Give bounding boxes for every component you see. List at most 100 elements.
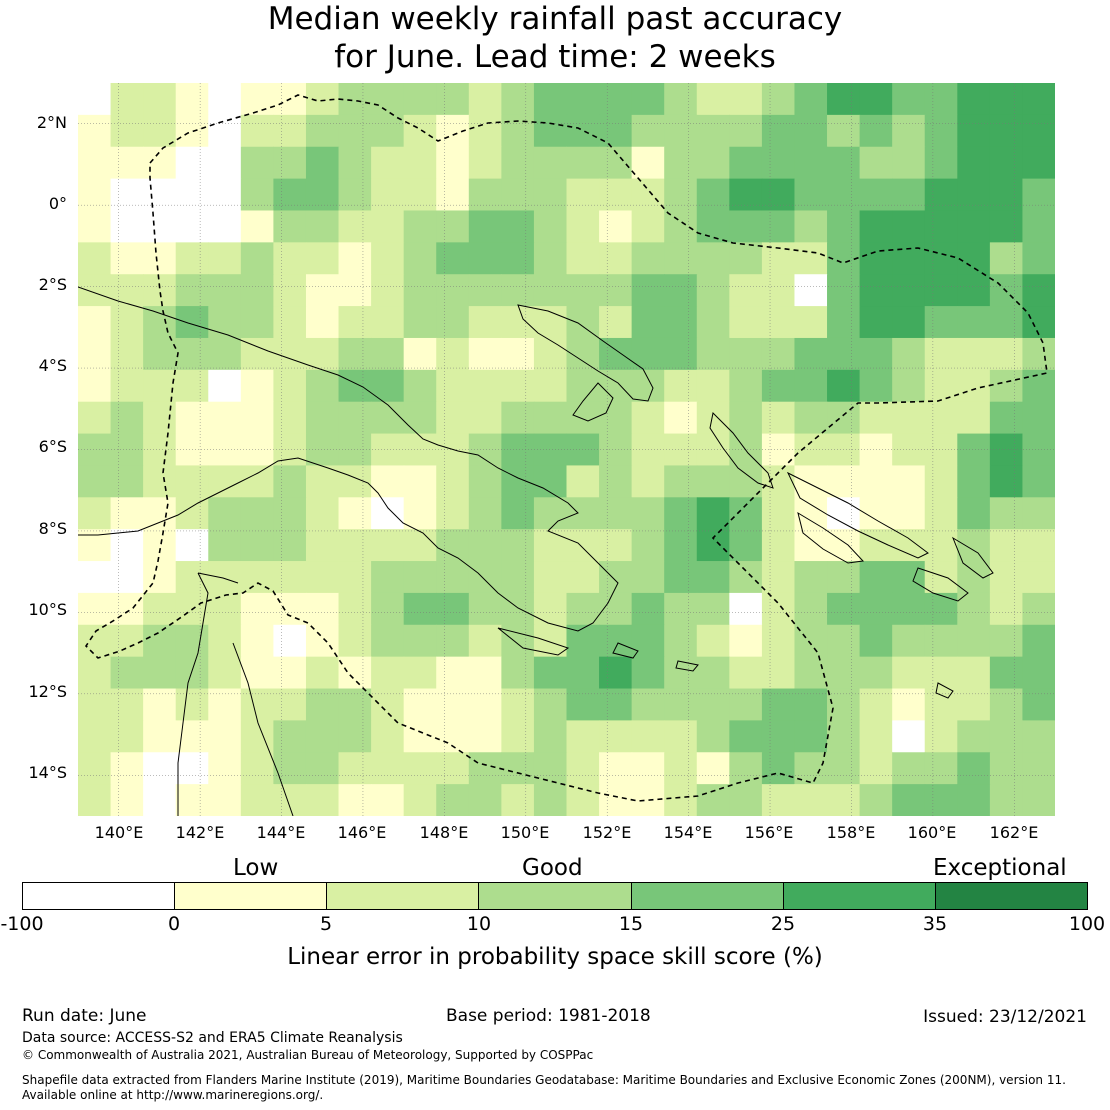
grid-cell bbox=[273, 369, 307, 403]
grid-cell bbox=[729, 624, 763, 658]
grid-cell bbox=[859, 752, 893, 785]
grid-cell bbox=[989, 624, 1024, 658]
solomon-islands-coastline bbox=[786, 471, 994, 602]
grid-cell bbox=[989, 210, 1024, 243]
grid-cell bbox=[338, 720, 372, 753]
grid-cell bbox=[761, 401, 796, 435]
grid-cell bbox=[78, 242, 112, 275]
grid-cell bbox=[468, 146, 502, 180]
grid-cell bbox=[110, 83, 144, 116]
grid-cell bbox=[468, 369, 502, 403]
grid-cell bbox=[989, 720, 1024, 753]
grid-cell bbox=[631, 465, 665, 498]
colorbar-tick: 100 bbox=[1068, 913, 1106, 935]
grid-cell bbox=[436, 369, 470, 403]
grid-cell bbox=[924, 497, 958, 530]
grid-cell bbox=[338, 752, 372, 785]
grid-cell bbox=[794, 592, 828, 626]
grid-cell bbox=[533, 624, 568, 658]
grid-cell bbox=[859, 784, 893, 816]
grid-cell bbox=[794, 561, 828, 594]
grid-cell bbox=[273, 624, 307, 658]
grid-cell bbox=[143, 178, 177, 212]
grid-cell bbox=[110, 369, 144, 403]
grid-cell bbox=[175, 114, 209, 148]
grid-cell bbox=[501, 401, 535, 435]
grid-cell bbox=[892, 369, 926, 403]
map-panel bbox=[78, 83, 1055, 816]
grid-cell bbox=[631, 497, 665, 530]
grid-cell bbox=[729, 752, 763, 785]
grid-cell bbox=[1022, 433, 1055, 467]
grid-cell bbox=[761, 146, 796, 180]
grid-cell bbox=[599, 242, 633, 275]
grid-cell bbox=[371, 306, 405, 339]
grid-cell bbox=[143, 210, 177, 243]
grid-cell bbox=[696, 146, 730, 180]
grid-cell bbox=[78, 465, 112, 498]
grid-cell bbox=[664, 688, 698, 721]
grid-cell bbox=[599, 624, 633, 658]
grid-cell bbox=[240, 178, 274, 212]
grid-cell bbox=[208, 592, 242, 626]
grid-cell bbox=[957, 656, 991, 690]
colorbar-segment-3 bbox=[327, 883, 480, 909]
grid-cell bbox=[761, 465, 796, 498]
grid-cell bbox=[371, 656, 405, 690]
grid-cell bbox=[533, 529, 568, 562]
grid-cell bbox=[78, 752, 112, 785]
grid-cell bbox=[78, 401, 112, 435]
grid-cell bbox=[371, 720, 405, 753]
grid-cell bbox=[631, 784, 665, 816]
grid-cell bbox=[989, 369, 1024, 403]
grid-cell bbox=[208, 274, 242, 307]
grid-cell bbox=[827, 433, 861, 467]
grid-cell bbox=[273, 306, 307, 339]
grid-cell bbox=[78, 561, 112, 594]
grid-cell bbox=[78, 720, 112, 753]
grid-cell bbox=[664, 274, 698, 307]
grid-cell bbox=[924, 720, 958, 753]
australia-cape-york-coastline bbox=[177, 572, 294, 816]
grid-cell bbox=[827, 306, 861, 339]
grid-cell bbox=[533, 592, 568, 626]
grid-cell bbox=[436, 306, 470, 339]
grid-cell bbox=[143, 306, 177, 339]
grid-cell bbox=[696, 306, 730, 339]
grid-cell bbox=[436, 561, 470, 594]
grid-cell bbox=[664, 465, 698, 498]
grid-cell bbox=[110, 529, 144, 562]
grid-cell bbox=[631, 433, 665, 467]
grid-cell bbox=[371, 337, 405, 371]
new-guinea-coastline bbox=[78, 286, 619, 632]
grid-cell bbox=[208, 306, 242, 339]
grid-cell bbox=[371, 529, 405, 562]
lat-label-8s: 8°S bbox=[38, 519, 67, 538]
grid-cell bbox=[501, 146, 535, 180]
grid-cell bbox=[729, 784, 763, 816]
grid-cell bbox=[143, 337, 177, 371]
grid-cell bbox=[892, 720, 926, 753]
grid-cell bbox=[892, 624, 926, 658]
grid-cell bbox=[599, 337, 633, 371]
grid-cell bbox=[533, 401, 568, 435]
grid-cell bbox=[436, 592, 470, 626]
grid-cell bbox=[761, 497, 796, 530]
grid-cell bbox=[729, 114, 763, 148]
grid-cell bbox=[566, 178, 600, 212]
grid-cell bbox=[338, 210, 372, 243]
grid-cell bbox=[436, 656, 470, 690]
grid-cell bbox=[859, 210, 893, 243]
grid-cell bbox=[501, 465, 535, 498]
grid-cell bbox=[794, 337, 828, 371]
grid-cell bbox=[892, 274, 926, 307]
grid-cell bbox=[110, 688, 144, 721]
grid-cell bbox=[664, 401, 698, 435]
grid-cell bbox=[924, 465, 958, 498]
grid-cell bbox=[599, 83, 633, 116]
grid-cell bbox=[371, 178, 405, 212]
grid-cell bbox=[957, 114, 991, 148]
grid-cell bbox=[338, 688, 372, 721]
grid-cell bbox=[566, 752, 600, 785]
graticule bbox=[78, 83, 1055, 816]
